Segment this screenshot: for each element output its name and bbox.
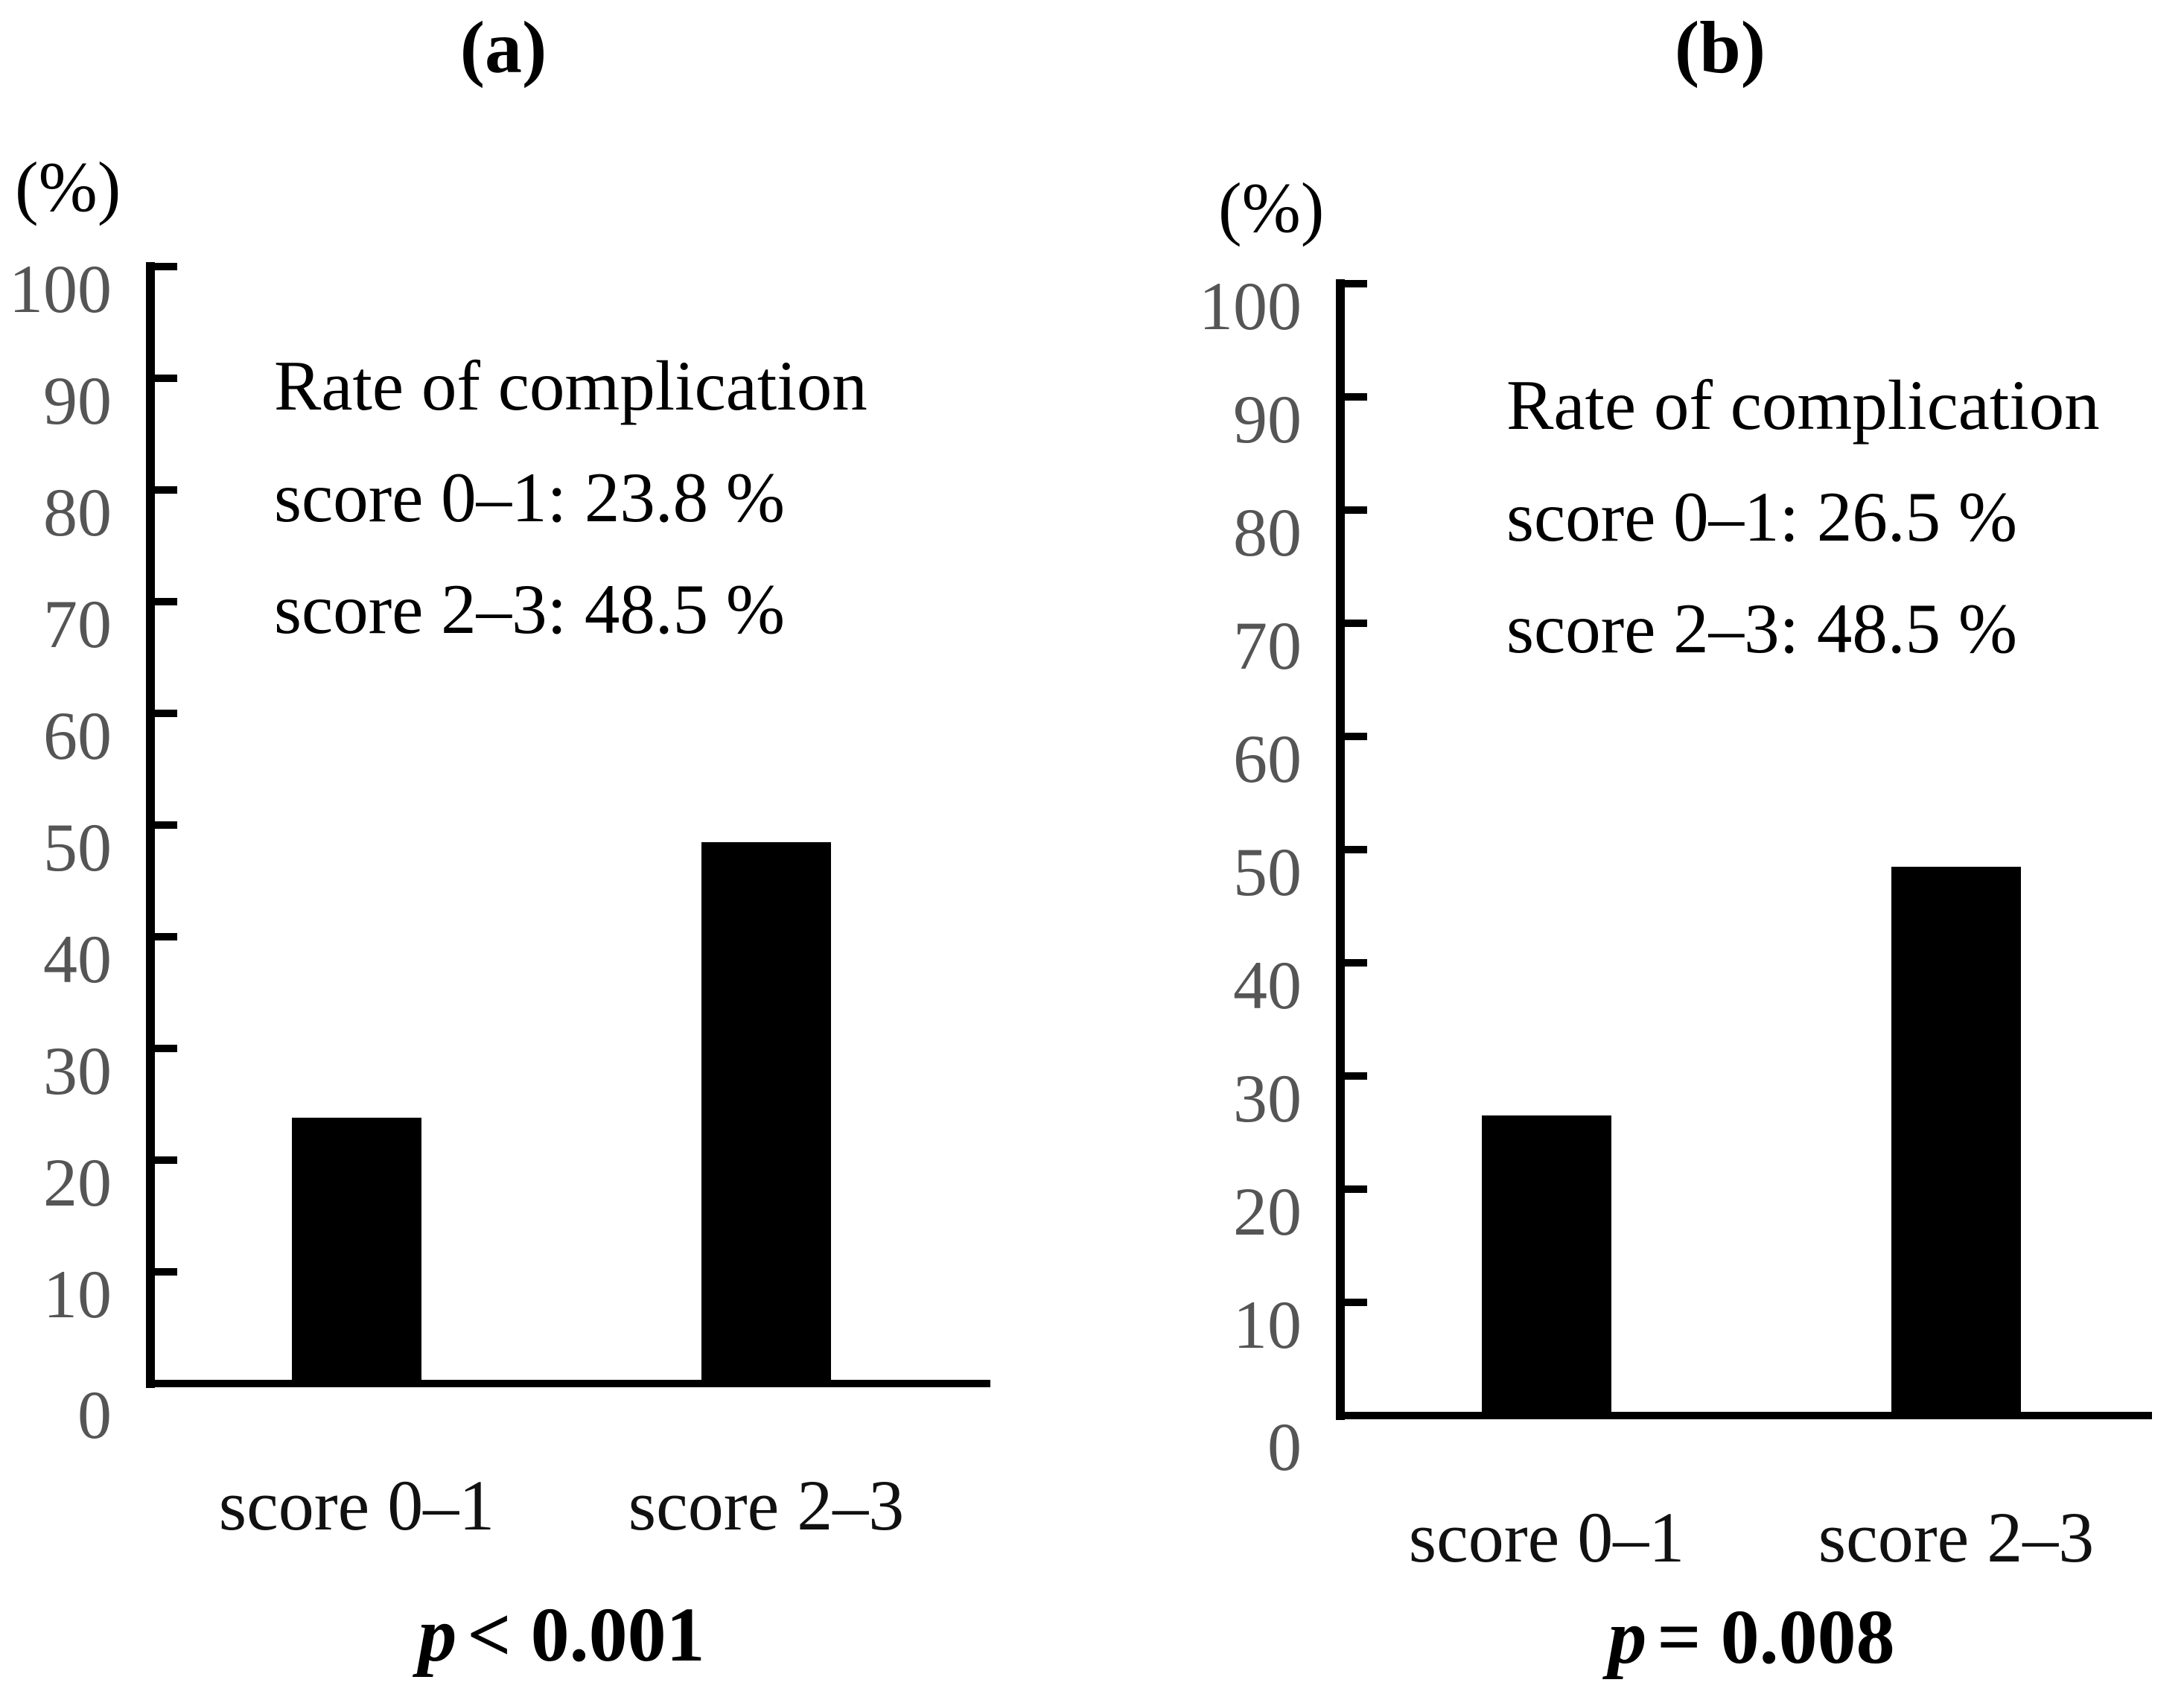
y-tick-label: 50 (43, 809, 112, 885)
y-axis-tick-mark (154, 375, 177, 382)
y-tick-label: 10 (1233, 1287, 1302, 1363)
y-axis-tick-mark (154, 263, 177, 270)
annotation-line-1: score 0–1: 26.5 % (1506, 477, 2017, 556)
y-tick-label: 60 (43, 698, 112, 774)
y-axis-line (146, 262, 155, 1388)
y-tick-label: 0 (77, 1377, 112, 1453)
y-tick-label: 100 (1199, 268, 1302, 344)
y-axis-tick-mark (1344, 733, 1367, 740)
y-axis-tick-mark (154, 1156, 177, 1164)
rate-annotation: Rate of complication score 0–1: 23.8 % s… (274, 330, 867, 665)
y-axis-tick-mark (1344, 1185, 1367, 1193)
p-value-text: < 0.001 (467, 1592, 705, 1678)
y-tick-label: 80 (43, 474, 112, 550)
p-value: p = 0.008 (1608, 1593, 1894, 1681)
y-tick-label: 90 (1233, 381, 1302, 457)
panel-a-label: (a) (459, 6, 547, 89)
y-tick-label: 10 (43, 1256, 112, 1332)
y-axis-tick-mark (154, 710, 177, 717)
plot-area: 100 90 80 70 60 50 40 30 20 10 0 Rate of… (9, 255, 990, 1678)
y-axis-tick-mark (1344, 1072, 1367, 1080)
rate-annotation: Rate of complication score 0–1: 26.5 % s… (1506, 349, 2100, 684)
bar-score-0-1 (1482, 1115, 1611, 1416)
x-axis-line (1336, 1412, 2152, 1419)
y-axis-tick-mark (154, 1268, 177, 1276)
bar-score-0-1 (292, 1118, 421, 1384)
y-tick-label: 40 (43, 921, 112, 997)
annotation-line-2: score 2–3: 48.5 % (274, 570, 785, 649)
y-tick-label: 30 (1233, 1060, 1302, 1136)
annotation-line-1: score 0–1: 23.8 % (274, 458, 785, 537)
annotation-title: Rate of complication (274, 346, 867, 425)
x-axis-line (146, 1380, 990, 1387)
y-axis-tick-mark (1344, 959, 1367, 967)
y-axis-tick-mark (1344, 1299, 1367, 1306)
y-tick-label: 70 (1233, 608, 1302, 684)
annotation-title: Rate of complication (1506, 366, 2100, 445)
y-axis-tick-mark (1344, 620, 1367, 627)
x-category-label: score 0–1 (218, 1465, 495, 1545)
x-category-label: score 0–1 (1408, 1497, 1685, 1577)
p-symbol: p (418, 1592, 457, 1678)
y-tick-label: 80 (1233, 494, 1302, 570)
panel-b: (b) (%) 100 90 80 70 60 50 40 30 20 10 0… (1092, 0, 2184, 1700)
y-axis-tick-mark (154, 1045, 177, 1052)
y-tick-label: 90 (43, 363, 112, 439)
y-axis-line (1336, 279, 1345, 1420)
plot-area: 100 90 80 70 60 50 40 30 20 10 0 Rate of… (1199, 272, 2152, 1680)
y-tick-label: 20 (43, 1145, 112, 1220)
y-tick-label: 30 (43, 1033, 112, 1109)
y-axis-tick-mark (154, 821, 177, 829)
y-tick-label: 0 (1267, 1409, 1302, 1485)
p-value-text: = 0.008 (1657, 1594, 1895, 1680)
y-axis-unit-label: (%) (15, 147, 121, 226)
y-axis-tick-mark (1344, 506, 1367, 514)
y-tick-label: 20 (1233, 1174, 1302, 1249)
y-tick-label: 100 (9, 251, 112, 327)
bar-score-2-3 (701, 841, 831, 1384)
y-axis-tick-mark (154, 598, 177, 605)
y-axis-tick-mark (1344, 846, 1367, 853)
x-category-label: score 2–3 (628, 1465, 905, 1545)
y-tick-label: 70 (43, 586, 112, 662)
y-axis-tick-mark (1344, 393, 1367, 401)
y-axis-unit-label: (%) (1218, 168, 1325, 247)
y-tick-label: 40 (1233, 947, 1302, 1023)
y-axis-tick-mark (154, 486, 177, 494)
y-axis-tick-mark (154, 933, 177, 940)
panel-b-label: (b) (1674, 6, 1766, 89)
bar-score-2-3 (1891, 866, 2021, 1416)
y-axis-tick-mark (1344, 280, 1367, 287)
p-value: p < 0.001 (418, 1591, 704, 1679)
panel-a: (a) (%) 100 90 80 70 60 50 40 30 20 10 0… (9, 6, 990, 1678)
y-tick-label: 50 (1233, 834, 1302, 910)
p-symbol: p (1608, 1594, 1647, 1680)
annotation-line-2: score 2–3: 48.5 % (1506, 589, 2017, 668)
y-tick-label: 60 (1233, 721, 1302, 797)
x-category-label: score 2–3 (1818, 1497, 2095, 1577)
